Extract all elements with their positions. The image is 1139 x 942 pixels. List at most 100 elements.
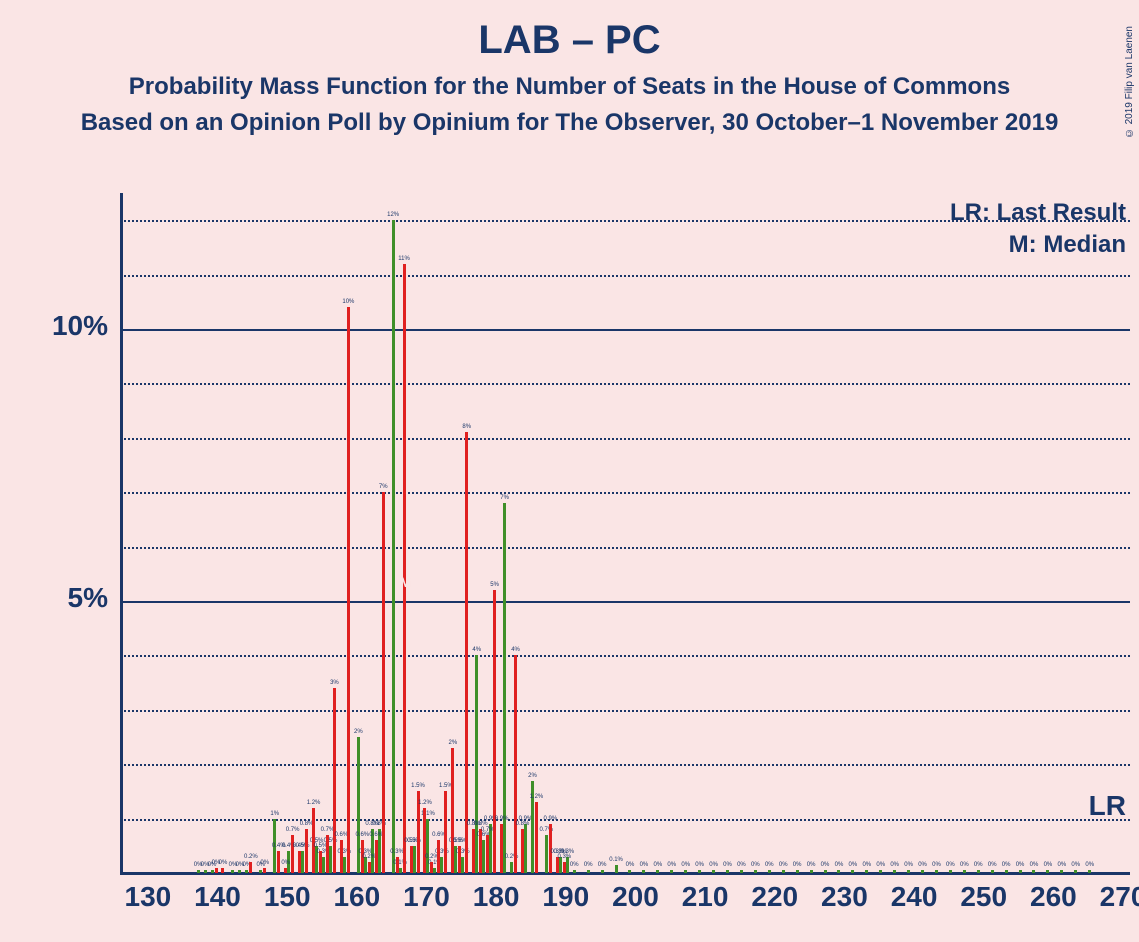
gridline-minor (120, 819, 1130, 821)
bar-value-label: 0% (1030, 862, 1039, 868)
bar (382, 492, 385, 873)
bar (907, 870, 910, 873)
bar (472, 829, 475, 873)
bar (879, 870, 882, 873)
bar (824, 870, 827, 873)
bar (1060, 870, 1063, 873)
bar-value-label: 0% (281, 860, 290, 866)
bar-value-label: 0.4% (272, 843, 286, 849)
bar (475, 655, 478, 873)
bar (403, 264, 406, 873)
bar-value-label: 3% (330, 680, 339, 686)
bar-value-label: 0% (1071, 862, 1080, 868)
bar (329, 846, 332, 873)
bar-value-label: 0% (862, 862, 871, 868)
bar-value-label: 1.2% (530, 794, 544, 800)
bar-value-label: 0% (640, 862, 649, 868)
bar-value-label: 0% (988, 862, 997, 868)
bar (204, 870, 207, 873)
bar (977, 870, 980, 873)
bar (238, 870, 241, 873)
y-axis (120, 193, 123, 873)
bar (305, 829, 308, 873)
bar (726, 870, 729, 873)
bar (259, 870, 262, 873)
bar (935, 870, 938, 873)
x-tick-label: 180 (473, 881, 520, 913)
bar-value-label: 0% (626, 862, 635, 868)
bar (698, 870, 701, 873)
bar (433, 868, 436, 873)
gridline-minor (120, 710, 1130, 712)
bar-value-label: 0% (681, 862, 690, 868)
bar-value-label: 0% (751, 862, 760, 868)
bar (430, 862, 433, 873)
bar (684, 870, 687, 873)
bar (423, 808, 426, 873)
bar (782, 870, 785, 873)
bar (514, 655, 517, 873)
bar-value-label: 8% (462, 424, 471, 430)
bar (482, 840, 485, 873)
bar-value-label: 0% (1044, 862, 1053, 868)
bar (465, 432, 468, 873)
bar-value-label: 2% (449, 740, 458, 746)
bar (893, 870, 896, 873)
bar-value-label: 0.9% (544, 816, 558, 822)
bar (245, 870, 248, 873)
bar (333, 688, 336, 873)
bar-value-label: 1% (270, 811, 279, 817)
x-tick-label: 230 (821, 881, 868, 913)
bar-value-label: 0% (667, 862, 676, 868)
bar (399, 868, 402, 873)
bar-value-label: 0.2% (244, 854, 258, 860)
gridline-minor (120, 275, 1130, 277)
bar (865, 870, 868, 873)
bar-value-label: 0% (821, 862, 830, 868)
bar (284, 868, 287, 873)
median-marker: M (400, 574, 412, 590)
bar (587, 870, 590, 873)
bar-value-label: 7% (379, 484, 388, 490)
bar (340, 840, 343, 873)
bar-value-label: 0% (709, 862, 718, 868)
gridline-minor (120, 438, 1130, 440)
bar-value-label: 0% (737, 862, 746, 868)
bar-value-label: 0% (918, 862, 927, 868)
bar-value-label: 0% (890, 862, 899, 868)
gridline-minor (120, 655, 1130, 657)
bar-value-label: 1.5% (411, 783, 425, 789)
bar (563, 862, 566, 873)
bar (221, 868, 224, 873)
bar-value-label: 0% (1085, 862, 1094, 868)
gridline-minor (120, 383, 1130, 385)
bar (810, 870, 813, 873)
chart-plot-area: 5%10%13014015016017018019020021022023024… (120, 193, 1130, 873)
x-tick-label: 220 (751, 881, 798, 913)
bar (392, 220, 395, 873)
bar (921, 870, 924, 873)
bar (461, 857, 464, 873)
gridline-major (120, 601, 1130, 603)
bar-value-label: 0% (570, 862, 579, 868)
bar-value-label: 0% (1058, 862, 1067, 868)
x-tick-label: 140 (194, 881, 241, 913)
legend-lr: LR: Last Result (950, 199, 1126, 227)
bar-value-label: 0.3% (557, 854, 571, 860)
x-tick-label: 130 (125, 881, 172, 913)
bar-value-label: 0% (849, 862, 858, 868)
bar (326, 835, 329, 873)
bar (437, 840, 440, 873)
bar-value-label: 4% (511, 647, 520, 653)
bar-value-label: 0% (807, 862, 816, 868)
bar (479, 829, 482, 873)
bar (277, 851, 280, 873)
chart-title: LAB – PC (0, 18, 1139, 63)
bar-value-label: 0% (946, 862, 955, 868)
bar-value-label: 0% (876, 862, 885, 868)
bar (322, 857, 325, 873)
bar (796, 870, 799, 873)
bar (375, 840, 378, 873)
x-tick-label: 150 (264, 881, 311, 913)
x-tick-label: 210 (682, 881, 729, 913)
